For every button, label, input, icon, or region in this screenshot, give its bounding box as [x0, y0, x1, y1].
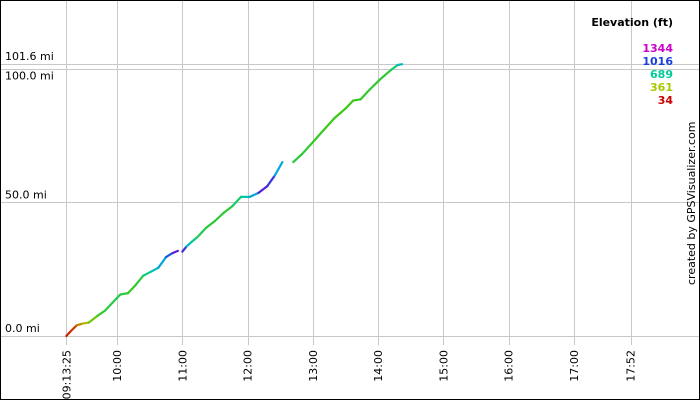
track-segment — [70, 324, 78, 332]
legend-entry: 1344 — [642, 42, 673, 55]
track-segment — [344, 99, 355, 110]
track-segment — [266, 174, 276, 188]
track-segment — [181, 245, 188, 253]
y-tick-label: 100.0 mi — [5, 70, 54, 83]
track-segment — [189, 235, 199, 244]
y-tick-label: 101.6 mi — [5, 50, 54, 63]
y-axis-labels: 0.0 mi 50.0 mi 100.0 mi 101.6 mi — [5, 50, 54, 335]
legend-entry: 689 — [650, 68, 673, 81]
track-segment — [119, 292, 130, 296]
track-segment — [164, 252, 174, 259]
x-tick-label: 17:52 — [625, 350, 638, 382]
track-line — [65, 63, 404, 338]
track-segment — [368, 78, 382, 92]
x-tick-label: 17:00 — [568, 350, 581, 382]
credit-text: created by GPSVisualizer.com — [685, 122, 698, 285]
track-segment — [149, 266, 160, 273]
track-segment — [352, 98, 362, 102]
track-segment — [157, 256, 168, 269]
legend-entry: 34 — [658, 94, 674, 107]
track-segment — [142, 270, 152, 277]
track-segment — [231, 195, 243, 208]
track-segment — [111, 293, 122, 304]
track-segment — [359, 88, 371, 101]
track-segment — [257, 185, 269, 194]
track-segment — [213, 211, 225, 223]
track-segment — [273, 161, 284, 177]
gridlines — [1, 1, 699, 345]
track-segment — [390, 63, 399, 71]
track-segment — [248, 191, 260, 198]
legend-entry: 361 — [650, 81, 673, 94]
x-tick-label: 14:00 — [372, 350, 385, 382]
x-tick-label: 09:13:25 — [60, 350, 73, 399]
track-segment — [134, 274, 145, 287]
y-tick-label: 0.0 mi — [5, 322, 40, 335]
x-tick-label: 15:00 — [437, 350, 450, 382]
track-segment — [222, 205, 234, 214]
legend-title: Elevation (ft) — [591, 16, 673, 29]
x-tick-label: 16:00 — [503, 350, 516, 382]
x-tick-label: 10:00 — [111, 350, 124, 382]
track-segment — [300, 141, 314, 156]
track-segment — [87, 314, 99, 324]
track-segment — [333, 107, 347, 120]
track-segment — [196, 226, 208, 239]
legend-entry: 1016 — [642, 55, 673, 68]
track-segment — [96, 309, 107, 317]
x-axis-labels: 09:13:25 10:00 11:00 12:00 13:00 14:00 15:00 16… — [60, 350, 637, 399]
track-segment — [65, 329, 73, 338]
track-segment — [103, 301, 114, 312]
track-segment — [311, 128, 325, 144]
track-segment — [126, 284, 137, 295]
track-segment — [171, 249, 179, 255]
track-segment — [205, 219, 216, 229]
x-tick-label: 13:00 — [307, 350, 320, 382]
x-tick-label: 11:00 — [176, 350, 189, 382]
track-segment — [396, 63, 404, 67]
x-tick-label: 12:00 — [242, 350, 255, 382]
y-tick-label: 50.0 mi — [5, 188, 47, 201]
track-segment — [292, 153, 304, 164]
track-segment — [379, 68, 393, 81]
track-segment — [322, 116, 336, 132]
